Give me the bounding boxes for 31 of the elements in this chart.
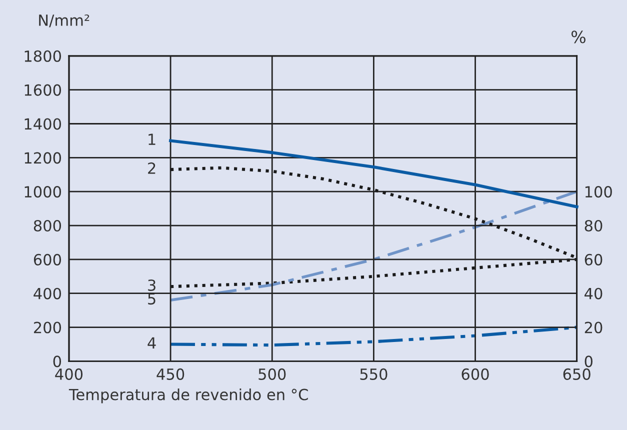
series-label: 3 [148, 279, 156, 292]
y-tick-label: 200 [34, 322, 62, 334]
y2-tick-label: 0 [584, 356, 592, 368]
y-tick-label: 1000 [24, 186, 62, 198]
y-tick-label: 1800 [24, 50, 62, 62]
y-tick-label: 1600 [24, 84, 62, 96]
x-axis-title: Temperatura de revenido en °C [68, 388, 308, 404]
x-tick-label: 600 [462, 368, 489, 380]
y-axis-title: N/mm² [39, 14, 90, 28]
y2-tick-label: 60 [584, 254, 602, 266]
y-tick-label: 800 [34, 220, 62, 232]
y2-tick-label: 80 [584, 220, 602, 232]
line-series [169, 326, 578, 347]
y2-tick-label: 20 [584, 322, 602, 334]
y2-axis-title: % [571, 30, 586, 44]
x-tick-label: 550 [360, 368, 388, 380]
y-tick-label: 0 [53, 356, 62, 368]
x-tick-label: 450 [156, 368, 184, 380]
y-tick-label: 600 [34, 254, 62, 266]
x-tick-label: 400 [55, 368, 83, 380]
y2-tick-label: 100 [585, 186, 612, 198]
y-tick-label: 400 [34, 288, 62, 300]
series-label: 1 [148, 134, 156, 145]
series-label: 4 [148, 337, 156, 348]
y-tick-label: 1400 [24, 118, 62, 130]
x-tick-label: 650 [563, 368, 590, 380]
x-tick-label: 500 [258, 368, 286, 380]
y2-tick-label: 40 [584, 288, 602, 300]
series-label: 2 [148, 162, 156, 174]
line-series [169, 139, 578, 208]
y-tick-label: 1200 [24, 152, 62, 164]
